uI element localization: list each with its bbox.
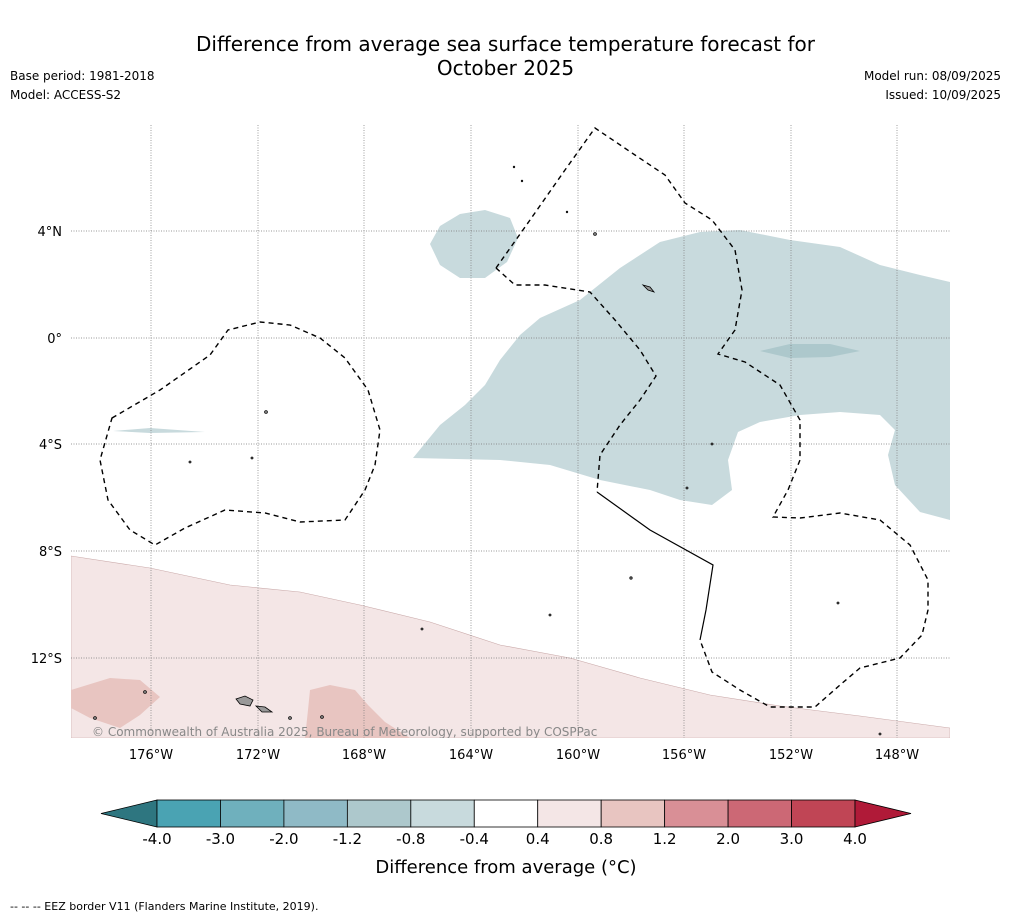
colorbar-cell — [537, 799, 602, 828]
lat-label: 4°N — [38, 225, 63, 240]
lat-label: 4°S — [39, 438, 62, 453]
right-metadata: Model run: 08/09/2025 Issued: 10/09/2025 — [864, 67, 1001, 105]
cool-anomaly-region-main — [413, 230, 950, 520]
colorbar-tick-label: 4.0 — [843, 830, 867, 848]
lon-label: 168°W — [342, 748, 386, 763]
colorbar-tick-label: 0.8 — [589, 830, 613, 848]
lon-label: 156°W — [662, 748, 706, 763]
colorbar-cell — [727, 799, 792, 828]
colorbar-tick-label: 0.4 — [526, 830, 550, 848]
cool-anomaly-strip-west — [113, 428, 205, 433]
lon-label: 152°W — [769, 748, 813, 763]
cool-anomaly-region-north — [430, 210, 518, 278]
colorbar-cell — [600, 799, 666, 828]
colorbar-under-arrow — [100, 799, 158, 828]
eez-borders — [99, 127, 929, 708]
colorbar-over-arrow — [854, 799, 912, 828]
lon-label: 160°W — [556, 748, 600, 763]
map-area: © Commonwealth of Australia 2025, Bureau… — [71, 125, 950, 739]
lat-label: 12°S — [31, 652, 62, 667]
base-period: Base period: 1981-2018 — [10, 69, 155, 83]
graticule — [71, 125, 950, 738]
colorbar-cell — [283, 799, 348, 828]
colorbar-cell — [791, 799, 856, 828]
lat-label: 8°S — [39, 545, 62, 560]
lat-label: 0° — [47, 332, 62, 347]
colorbar-ticks: -4.0 -3.0 -2.0 -1.2 -0.8 -0.4 0.4 0.8 1.2 2.0 3.0 4… — [142, 830, 867, 848]
warm-anomaly-patch-west — [71, 678, 160, 728]
warm-anomaly-region — [71, 555, 950, 738]
colorbar-tick-label: -1.2 — [333, 830, 362, 848]
colorbar-tick-label: -4.0 — [142, 830, 171, 848]
colorbar: -4.0 -3.0 -2.0 -1.2 -0.8 -0.4 0.4 0.8 1.2 2.0 3.0 4… — [100, 799, 912, 878]
lon-label: 164°W — [449, 748, 493, 763]
colorbar-tick-label: -3.0 — [206, 830, 235, 848]
eez-footnote: -- -- -- EEZ border V11 (Flanders Marine… — [10, 900, 319, 913]
issued-date: Issued: 10/09/2025 — [885, 88, 1001, 102]
eez-solid-border — [596, 491, 714, 641]
lon-label: 176°W — [129, 748, 173, 763]
colorbar-cell — [473, 799, 539, 828]
colorbar-tick-label: -0.8 — [396, 830, 425, 848]
copyright-text: © Commonwealth of Australia 2025, Bureau… — [92, 725, 597, 739]
colorbar-cell — [220, 799, 285, 828]
title-line-1: Difference from average sea surface temp… — [195, 32, 815, 56]
colorbar-cell — [346, 799, 412, 828]
colorbar-cell — [664, 799, 729, 828]
colorbar-cell — [410, 799, 475, 828]
lon-label: 172°W — [236, 748, 280, 763]
colorbar-tick-label: -0.4 — [460, 830, 489, 848]
model-run: Model run: 08/09/2025 — [863, 69, 1001, 83]
longitude-labels: 176°W 172°W 168°W 164°W 160°W 156°W 152°… — [129, 748, 919, 763]
cool-anomaly-core — [760, 344, 860, 358]
warm-anomaly-patch-central — [305, 685, 410, 738]
latitude-labels: 4°N 0° 4°S 8°S 12°S — [31, 225, 62, 667]
model-name: Model: ACCESS-S2 — [10, 88, 122, 102]
colorbar-tick-label: -2.0 — [269, 830, 298, 848]
colorbar-tick-label: 3.0 — [780, 830, 804, 848]
colorbar-cell — [156, 799, 221, 828]
islands — [93, 165, 882, 736]
left-metadata: Base period: 1981-2018 Model: ACCESS-S2 — [10, 67, 155, 105]
map-title: Difference from average sea surface temp… — [0, 32, 1011, 80]
lon-label: 148°W — [875, 748, 919, 763]
colorbar-tick-label: 2.0 — [716, 830, 740, 848]
colorbar-label: Difference from average (°C) — [375, 857, 636, 878]
colorbar-cells — [156, 799, 856, 828]
colorbar-tick-label: 1.2 — [653, 830, 677, 848]
title-line-2: October 2025 — [436, 56, 575, 80]
